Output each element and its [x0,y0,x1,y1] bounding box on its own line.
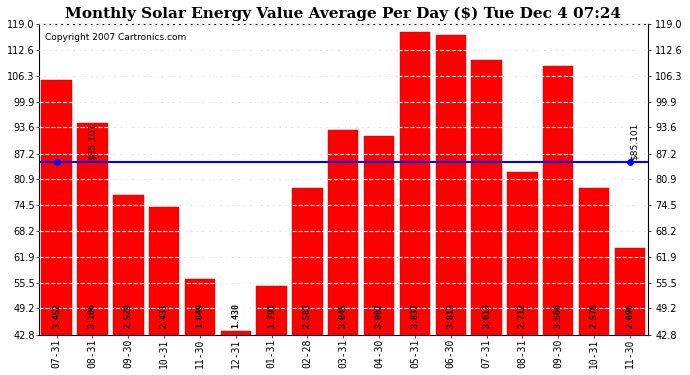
Bar [149,207,179,334]
Bar [579,189,609,334]
Bar [113,195,144,334]
Text: 2.431: 2.431 [159,303,168,328]
Bar [328,130,359,334]
Text: 3.566: 3.566 [553,303,563,328]
Text: 3.837: 3.837 [411,303,420,328]
Bar [435,35,466,334]
Bar [221,331,251,334]
Bar [543,66,573,335]
Bar [41,80,72,334]
Text: 2.529: 2.529 [124,303,132,328]
Text: 3.002: 3.002 [375,303,384,328]
Bar [615,248,645,334]
Bar [364,136,394,334]
Text: 3.452: 3.452 [52,303,61,328]
Bar [77,123,108,334]
Text: 2.096: 2.096 [625,303,634,328]
Bar [292,188,323,334]
Bar [471,60,502,334]
Bar [185,279,215,334]
Text: Copyright 2007 Cartronics.com: Copyright 2007 Cartronics.com [45,33,186,42]
Text: 2.712: 2.712 [518,303,527,328]
Text: $85.101: $85.101 [629,123,638,160]
Text: 1.849: 1.849 [195,303,204,328]
Text: 3.813: 3.813 [446,303,455,328]
Text: 3.106: 3.106 [88,303,97,328]
Bar [400,32,430,334]
Bar [507,172,538,334]
Bar [257,286,287,334]
Text: 3.045: 3.045 [339,303,348,328]
Text: $85.101: $85.101 [88,123,97,160]
Text: 1.430: 1.430 [231,303,240,328]
Text: 3.613: 3.613 [482,303,491,328]
Title: Monthly Solar Energy Value Average Per Day ($) Tue Dec 4 07:24: Monthly Solar Energy Value Average Per D… [66,7,621,21]
Text: 2.578: 2.578 [589,303,598,328]
Text: 1.791: 1.791 [267,303,276,328]
Text: 2.583: 2.583 [303,303,312,328]
